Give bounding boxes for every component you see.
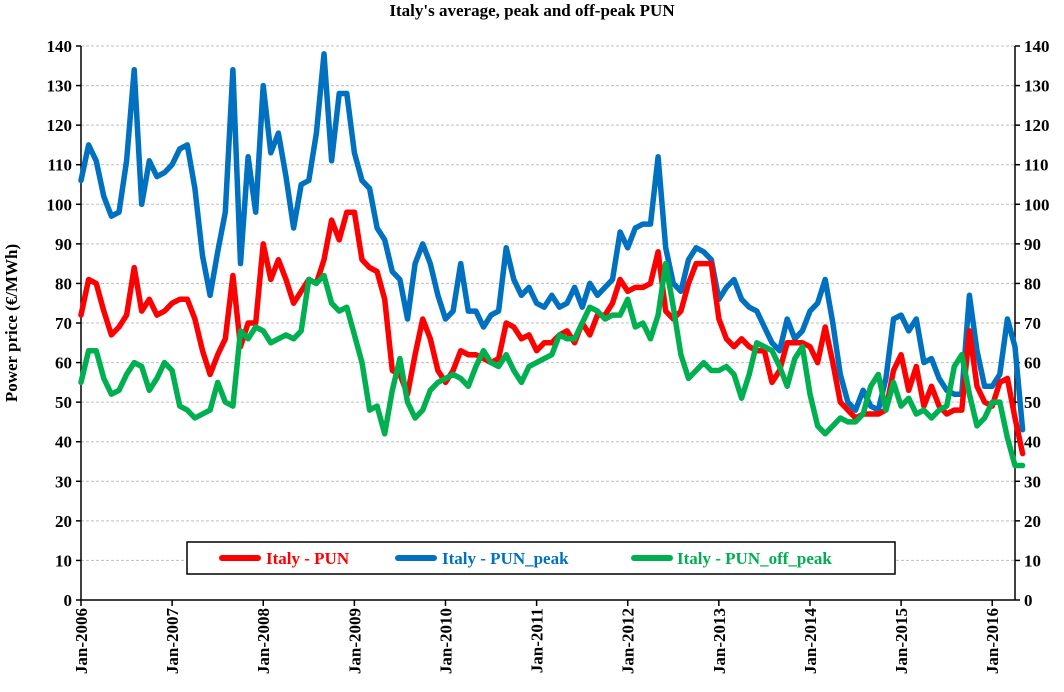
y-tick-label-left: 20 bbox=[55, 512, 72, 531]
x-tick-label: Jan-2006 bbox=[72, 608, 91, 674]
series-lines bbox=[78, 51, 1026, 469]
y-tick-label-left: 40 bbox=[55, 433, 72, 452]
y-tick-label-right: 110 bbox=[1024, 156, 1049, 175]
y-tick-label-right: 130 bbox=[1024, 77, 1050, 96]
legend-label-pun: Italy - PUN bbox=[266, 549, 350, 568]
y-tick-label-right: 60 bbox=[1024, 354, 1041, 373]
y-tick-label-right: 30 bbox=[1024, 472, 1041, 491]
y-tick-label-right: 80 bbox=[1024, 274, 1041, 293]
x-tick-label: Jan-2010 bbox=[436, 608, 455, 674]
y-tick-label-left: 120 bbox=[47, 116, 73, 135]
y-tick-label-left: 130 bbox=[47, 77, 73, 96]
y-tick-label-left: 100 bbox=[47, 195, 73, 214]
x-axis-ticks: Jan-2006 Jan-2007 Jan-2008 Jan-2009 Jan-2010… bbox=[72, 600, 1002, 674]
x-tick-label: Jan-2016 bbox=[983, 608, 1002, 674]
y-tick-label-right: 70 bbox=[1024, 314, 1041, 333]
y-tick-label-left: 60 bbox=[55, 354, 72, 373]
x-tick-label: Jan-2012 bbox=[619, 608, 638, 674]
y-tick-label-right: 120 bbox=[1024, 116, 1050, 135]
y-tick-label-right: 0 bbox=[1024, 591, 1033, 610]
y-tick-label-left: 140 bbox=[47, 37, 73, 56]
legend-label-pun-off-peak: Italy - PUN_off_peak bbox=[677, 549, 832, 568]
x-tick-label: Jan-2013 bbox=[710, 608, 729, 674]
y-tick-label-left: 10 bbox=[55, 551, 72, 570]
series-line-italy-pun bbox=[78, 209, 1026, 457]
y-tick-label-right: 40 bbox=[1024, 433, 1041, 452]
y-tick-label-left: 0 bbox=[64, 591, 73, 610]
y-tick-label-right: 20 bbox=[1024, 512, 1041, 531]
legend-box bbox=[186, 541, 896, 575]
y-axis-label: Power price (€/MWh) bbox=[2, 244, 21, 402]
y-tick-label-left: 80 bbox=[55, 274, 72, 293]
y-tick-label-right: 90 bbox=[1024, 235, 1041, 254]
y-tick-label-left: 90 bbox=[55, 235, 72, 254]
y-tick-label-left: 50 bbox=[55, 393, 72, 412]
y-axis-right-ticks: 0 10 20 30 40 50 60 70 80 90 100 110 120 130 140 bbox=[1015, 37, 1050, 610]
y-tick-label-right: 100 bbox=[1024, 195, 1050, 214]
x-tick-label: Jan-2009 bbox=[345, 608, 364, 674]
y-tick-label-right: 50 bbox=[1024, 393, 1041, 412]
x-tick-label: Jan-2008 bbox=[254, 608, 273, 674]
y-tick-label-left: 70 bbox=[55, 314, 72, 333]
x-tick-label: Jan-2014 bbox=[801, 608, 820, 675]
y-tick-label-left: 30 bbox=[55, 472, 72, 491]
y-tick-label-right: 140 bbox=[1024, 37, 1050, 56]
legend: Italy - PUN Italy - PUN_peak Italy - PUN… bbox=[186, 541, 896, 575]
y-tick-label-right: 10 bbox=[1024, 551, 1041, 570]
x-tick-label: Jan-2011 bbox=[528, 608, 547, 673]
x-tick-label: Jan-2015 bbox=[892, 608, 911, 674]
chart-title: Italy's average, peak and off-peak PUN bbox=[389, 1, 675, 20]
series-line-italy-pun-off-peak bbox=[78, 260, 1026, 469]
series-line-italy-pun-peak bbox=[78, 51, 1026, 433]
y-tick-label-left: 110 bbox=[47, 156, 72, 175]
x-tick-label: Jan-2007 bbox=[163, 608, 182, 675]
y-axis-left-ticks: 0 10 20 30 40 50 60 70 80 90 100 110 120 130 140 bbox=[47, 37, 81, 610]
legend-label-pun-peak: Italy - PUN_peak bbox=[442, 549, 569, 568]
